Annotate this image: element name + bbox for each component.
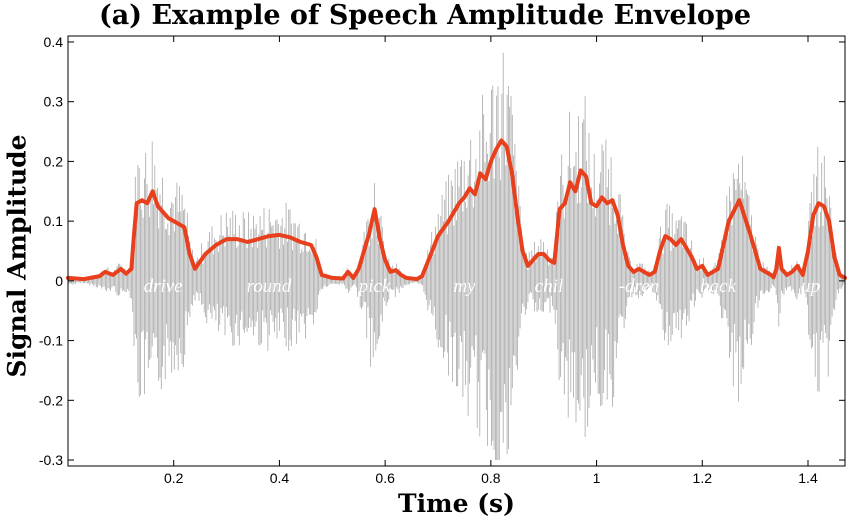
y-tick-label: 0.2 [44, 153, 64, 169]
y-tick-label: -0.1 [39, 333, 63, 349]
x-axis-label: Time (s) [398, 489, 515, 518]
chart-title: (a) Example of Speech Amplitude Envelope [99, 0, 751, 31]
waveform-layer [68, 52, 845, 460]
y-tick-label: 0 [55, 273, 63, 289]
axis-ticks: 0.2 0.4 0.6 0.8 1 1.2 1.4 -0.3 -0.2 -0.1 0 0.1 0.2 0.… [39, 34, 845, 486]
y-axis-label: Signal Amplitude [2, 134, 32, 378]
x-tick-label: 1.2 [693, 470, 713, 486]
word-label: my [453, 276, 476, 297]
word-label: pick [357, 276, 391, 297]
envelope-line [66, 138, 847, 282]
word-label: -dren [619, 276, 659, 297]
word-label: up [801, 276, 820, 297]
y-tick-label: 0.3 [44, 94, 64, 110]
word-label: chil [535, 276, 564, 297]
x-tick-label: 0.8 [481, 470, 501, 486]
x-tick-label: 1 [593, 470, 601, 486]
waveform [68, 52, 845, 460]
word-labels: drive round pick my chil -dren back up [144, 276, 821, 297]
axes-box [67, 35, 846, 467]
x-tick-label: 0.6 [375, 470, 395, 486]
word-label: back [700, 276, 736, 297]
envelope-layer [66, 138, 847, 282]
x-tick-label: 1.4 [798, 470, 818, 486]
y-tick-label: -0.3 [39, 452, 63, 468]
x-tick-label: 0.2 [164, 470, 184, 486]
y-tick-label: -0.2 [39, 392, 63, 408]
y-tick-label: 0.1 [44, 213, 64, 229]
word-label: round [247, 276, 292, 297]
word-label: drive [144, 276, 183, 297]
x-tick-label: 0.4 [270, 470, 290, 486]
y-tick-label: 0.4 [44, 34, 64, 50]
